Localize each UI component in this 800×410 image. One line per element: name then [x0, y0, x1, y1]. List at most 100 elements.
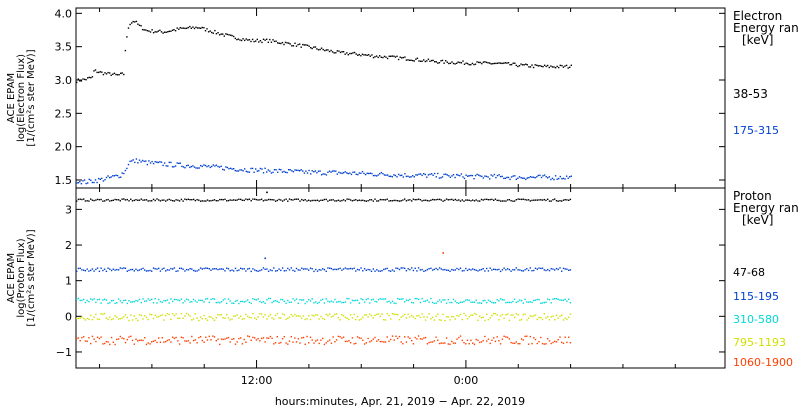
data-point: [461, 318, 463, 321]
data-point: [522, 270, 524, 272]
data-point: [311, 268, 313, 270]
data-point: [179, 27, 181, 29]
data-point: [423, 199, 425, 202]
data-point: [468, 175, 470, 177]
data-point: [358, 319, 360, 321]
data-point: [347, 54, 349, 56]
data-point: [267, 337, 270, 339]
data-point: [419, 301, 422, 304]
data-point: [401, 174, 403, 176]
data-point: [140, 161, 142, 163]
data-point: [238, 302, 240, 305]
data-point: [370, 340, 373, 342]
data-point: [519, 319, 521, 321]
data-point: [463, 63, 466, 65]
data-point: [313, 46, 315, 48]
data-point: [114, 315, 116, 317]
data-point: [262, 172, 265, 174]
data-point: [206, 319, 209, 321]
data-point: [323, 318, 326, 321]
data-point: [308, 342, 310, 344]
data-point: [142, 318, 144, 320]
data-point: [196, 167, 199, 169]
data-point: [416, 198, 418, 201]
data-point: [374, 314, 376, 316]
data-point: [490, 174, 492, 176]
data-point: [313, 342, 315, 344]
data-point: [337, 268, 340, 270]
data-point: [132, 159, 134, 161]
data-point: [149, 299, 151, 301]
data-point: [128, 200, 130, 202]
data-point: [302, 299, 305, 301]
data-point: [339, 267, 341, 270]
data-point: [180, 312, 183, 315]
data-point: [566, 300, 568, 302]
data-point: [346, 268, 348, 270]
data-point: [507, 62, 510, 64]
data-point: [538, 298, 540, 301]
data-point: [541, 318, 544, 321]
data-point: [339, 51, 342, 54]
data-point: [302, 43, 304, 46]
data-point: [316, 172, 318, 174]
data-point: [498, 174, 500, 176]
data-point: [477, 319, 479, 322]
data-point: [130, 314, 132, 316]
data-point: [409, 337, 411, 339]
data-point: [102, 73, 105, 76]
data-point: [165, 300, 167, 302]
data-point: [81, 299, 83, 302]
data-point: [217, 268, 219, 271]
data-point: [159, 161, 161, 163]
data-point: [215, 317, 217, 319]
data-point: [426, 176, 428, 178]
data-point: [184, 340, 186, 342]
data-point: [145, 343, 148, 346]
data-point: [165, 31, 167, 33]
data-point: [479, 61, 481, 64]
data-point: [129, 160, 131, 162]
data-point: [306, 200, 308, 202]
data-point: [260, 313, 263, 315]
data-point: [543, 301, 545, 304]
data-point: [402, 199, 404, 201]
y-axis-label: log(Proton Flux): [16, 238, 27, 317]
data-point: [489, 198, 491, 201]
data-point: [290, 267, 292, 269]
data-point: [266, 268, 268, 270]
data-point: [240, 300, 242, 303]
data-point: [407, 175, 409, 177]
data-point: [534, 299, 537, 301]
data-point: [161, 199, 163, 201]
data-point: [313, 171, 315, 173]
data-point: [490, 63, 492, 65]
data-point: [335, 170, 337, 172]
data-point: [561, 270, 563, 272]
data-point: [398, 318, 401, 321]
data-point: [238, 317, 240, 319]
data-point: [84, 270, 87, 272]
data-point: [431, 301, 434, 304]
data-point: [306, 268, 308, 270]
data-point: [278, 342, 280, 344]
data-point: [391, 313, 394, 315]
data-point: [536, 318, 538, 321]
data-point: [168, 30, 170, 32]
data-point: [288, 340, 291, 342]
data-point: [285, 198, 287, 200]
data-point: [558, 177, 560, 180]
data-point: [173, 314, 176, 317]
data-point: [559, 336, 561, 338]
data-point: [480, 198, 483, 201]
data-point: [245, 341, 247, 343]
data-point: [459, 61, 461, 64]
data-point: [367, 316, 369, 318]
data-point: [465, 299, 467, 301]
data-point: [501, 338, 504, 340]
data-point: [424, 269, 427, 272]
data-point: [224, 338, 226, 340]
data-point: [128, 336, 130, 338]
data-point: [152, 317, 155, 320]
data-point: [529, 176, 532, 178]
